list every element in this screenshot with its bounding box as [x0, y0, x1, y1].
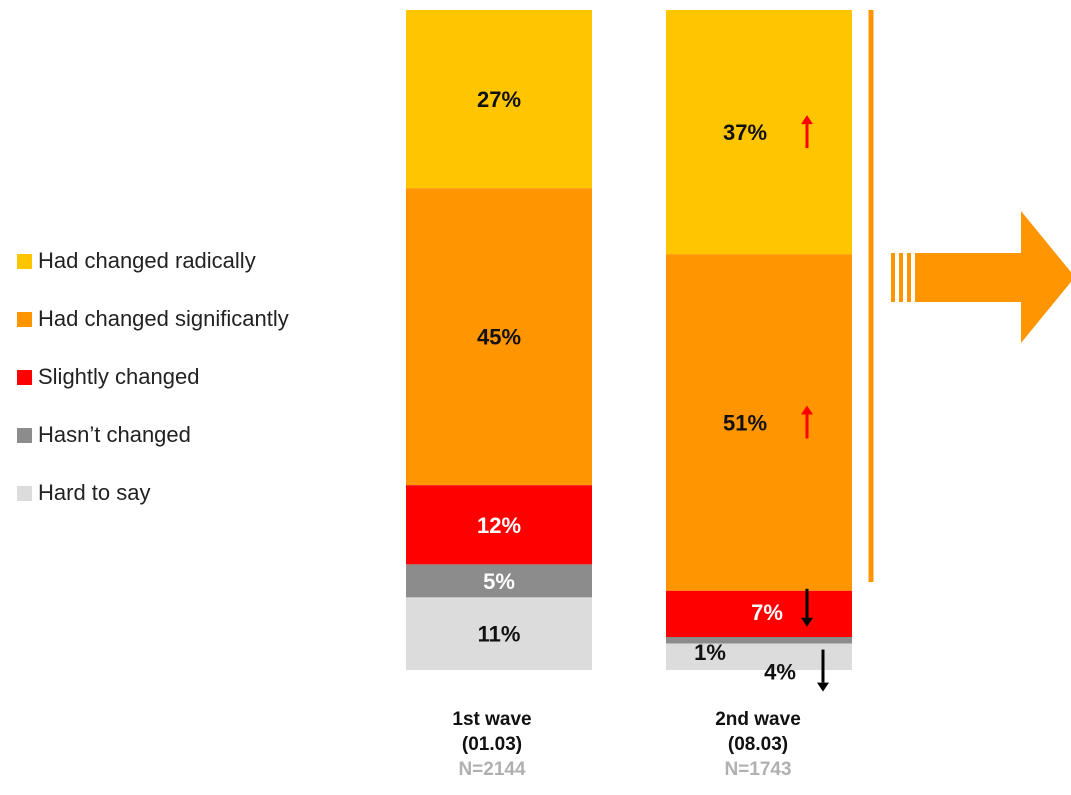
bar-1-significantly-segment	[406, 188, 592, 486]
data-label-2-significantly: 51%	[723, 411, 767, 436]
data-label-2-hard-to-say: 4%	[764, 660, 796, 685]
arrow-down-icon-2-hard-to-say	[817, 649, 829, 692]
data-labels-group: 27% 45% 12% 5% 11% 37% 51% 7% 1% 4%	[477, 87, 796, 685]
legend-item-radically: Had changed radically	[17, 238, 256, 284]
data-label-2-slightly: 7%	[751, 600, 783, 625]
wave-date-2: (08.03)	[727, 734, 789, 755]
big-arrow-stripe-3	[907, 253, 911, 302]
wave-title-2: 2nd wave	[715, 709, 801, 730]
legend-label-hard-to-say: Hard to say	[38, 480, 151, 505]
legend-item-hasnt-changed: Hasn’t changed	[17, 412, 191, 458]
big-arrow-head	[915, 211, 1071, 343]
legend-swatch-radically	[17, 253, 32, 269]
data-label-1-significantly: 45%	[477, 325, 521, 350]
bar-1-hasnt-changed-segment	[406, 564, 592, 598]
data-label-1-hard-to-say: 11%	[478, 622, 521, 647]
legend-item-hard-to-say: Hard to say	[17, 470, 151, 516]
bar-2-hasnt-changed-segment	[666, 637, 852, 644]
big-arrow-stripe-2	[899, 253, 903, 302]
wave-caption-1: 1st wave (01.03) N=2144	[382, 707, 602, 782]
change-indicators-group	[801, 115, 829, 692]
legend-label-significantly: Had changed significantly	[38, 306, 289, 331]
legend-item-slightly: Slightly changed	[17, 354, 199, 400]
legend-item-significantly: Had changed significantly	[17, 296, 289, 342]
bar-1-slightly-segment	[406, 485, 592, 565]
wave-date-1: (01.03)	[461, 734, 523, 755]
data-label-1-hasnt-changed: 5%	[483, 569, 515, 594]
bar-1-hard-to-say-segment	[406, 597, 592, 670]
bar-1-radically-segment	[406, 10, 592, 189]
legend-swatch-hard-to-say	[17, 485, 32, 501]
legend-swatch-significantly	[17, 311, 32, 327]
wave-caption-2: 2nd wave (08.03) N=1743	[648, 707, 868, 782]
data-label-1-radically: 27%	[477, 87, 521, 112]
bars-group	[406, 10, 852, 670]
data-label-1-slightly: 12%	[477, 513, 521, 538]
wave-title-1: 1st wave	[452, 709, 532, 730]
wave-sample-size-1: N=2144	[458, 759, 526, 780]
arrow-down-icon-2-slightly	[801, 588, 813, 627]
arrow-up-icon-2-radically	[801, 115, 813, 149]
bar-2-radically-segment	[666, 10, 852, 255]
arrow-up-icon-2-significantly	[801, 405, 813, 439]
legend-label-radically: Had changed radically	[38, 248, 256, 273]
big-arrow-icon	[891, 211, 1071, 343]
bar-2-hard-to-say-segment	[666, 643, 852, 670]
bar-2-slightly-segment	[666, 590, 852, 637]
data-label-2-hasnt-changed: 1%	[694, 640, 726, 665]
legend-swatch-slightly	[17, 369, 32, 385]
legend-swatch-hasnt-changed	[17, 427, 32, 443]
big-arrow-stripe-1	[891, 253, 895, 302]
wave-sample-size-2: N=1743	[724, 759, 792, 780]
legend-label-slightly: Slightly changed	[38, 364, 200, 389]
data-label-2-radically: 37%	[723, 120, 767, 145]
legend-label-hasnt-changed: Hasn’t changed	[38, 422, 191, 447]
bar-2-significantly-segment	[666, 254, 852, 591]
